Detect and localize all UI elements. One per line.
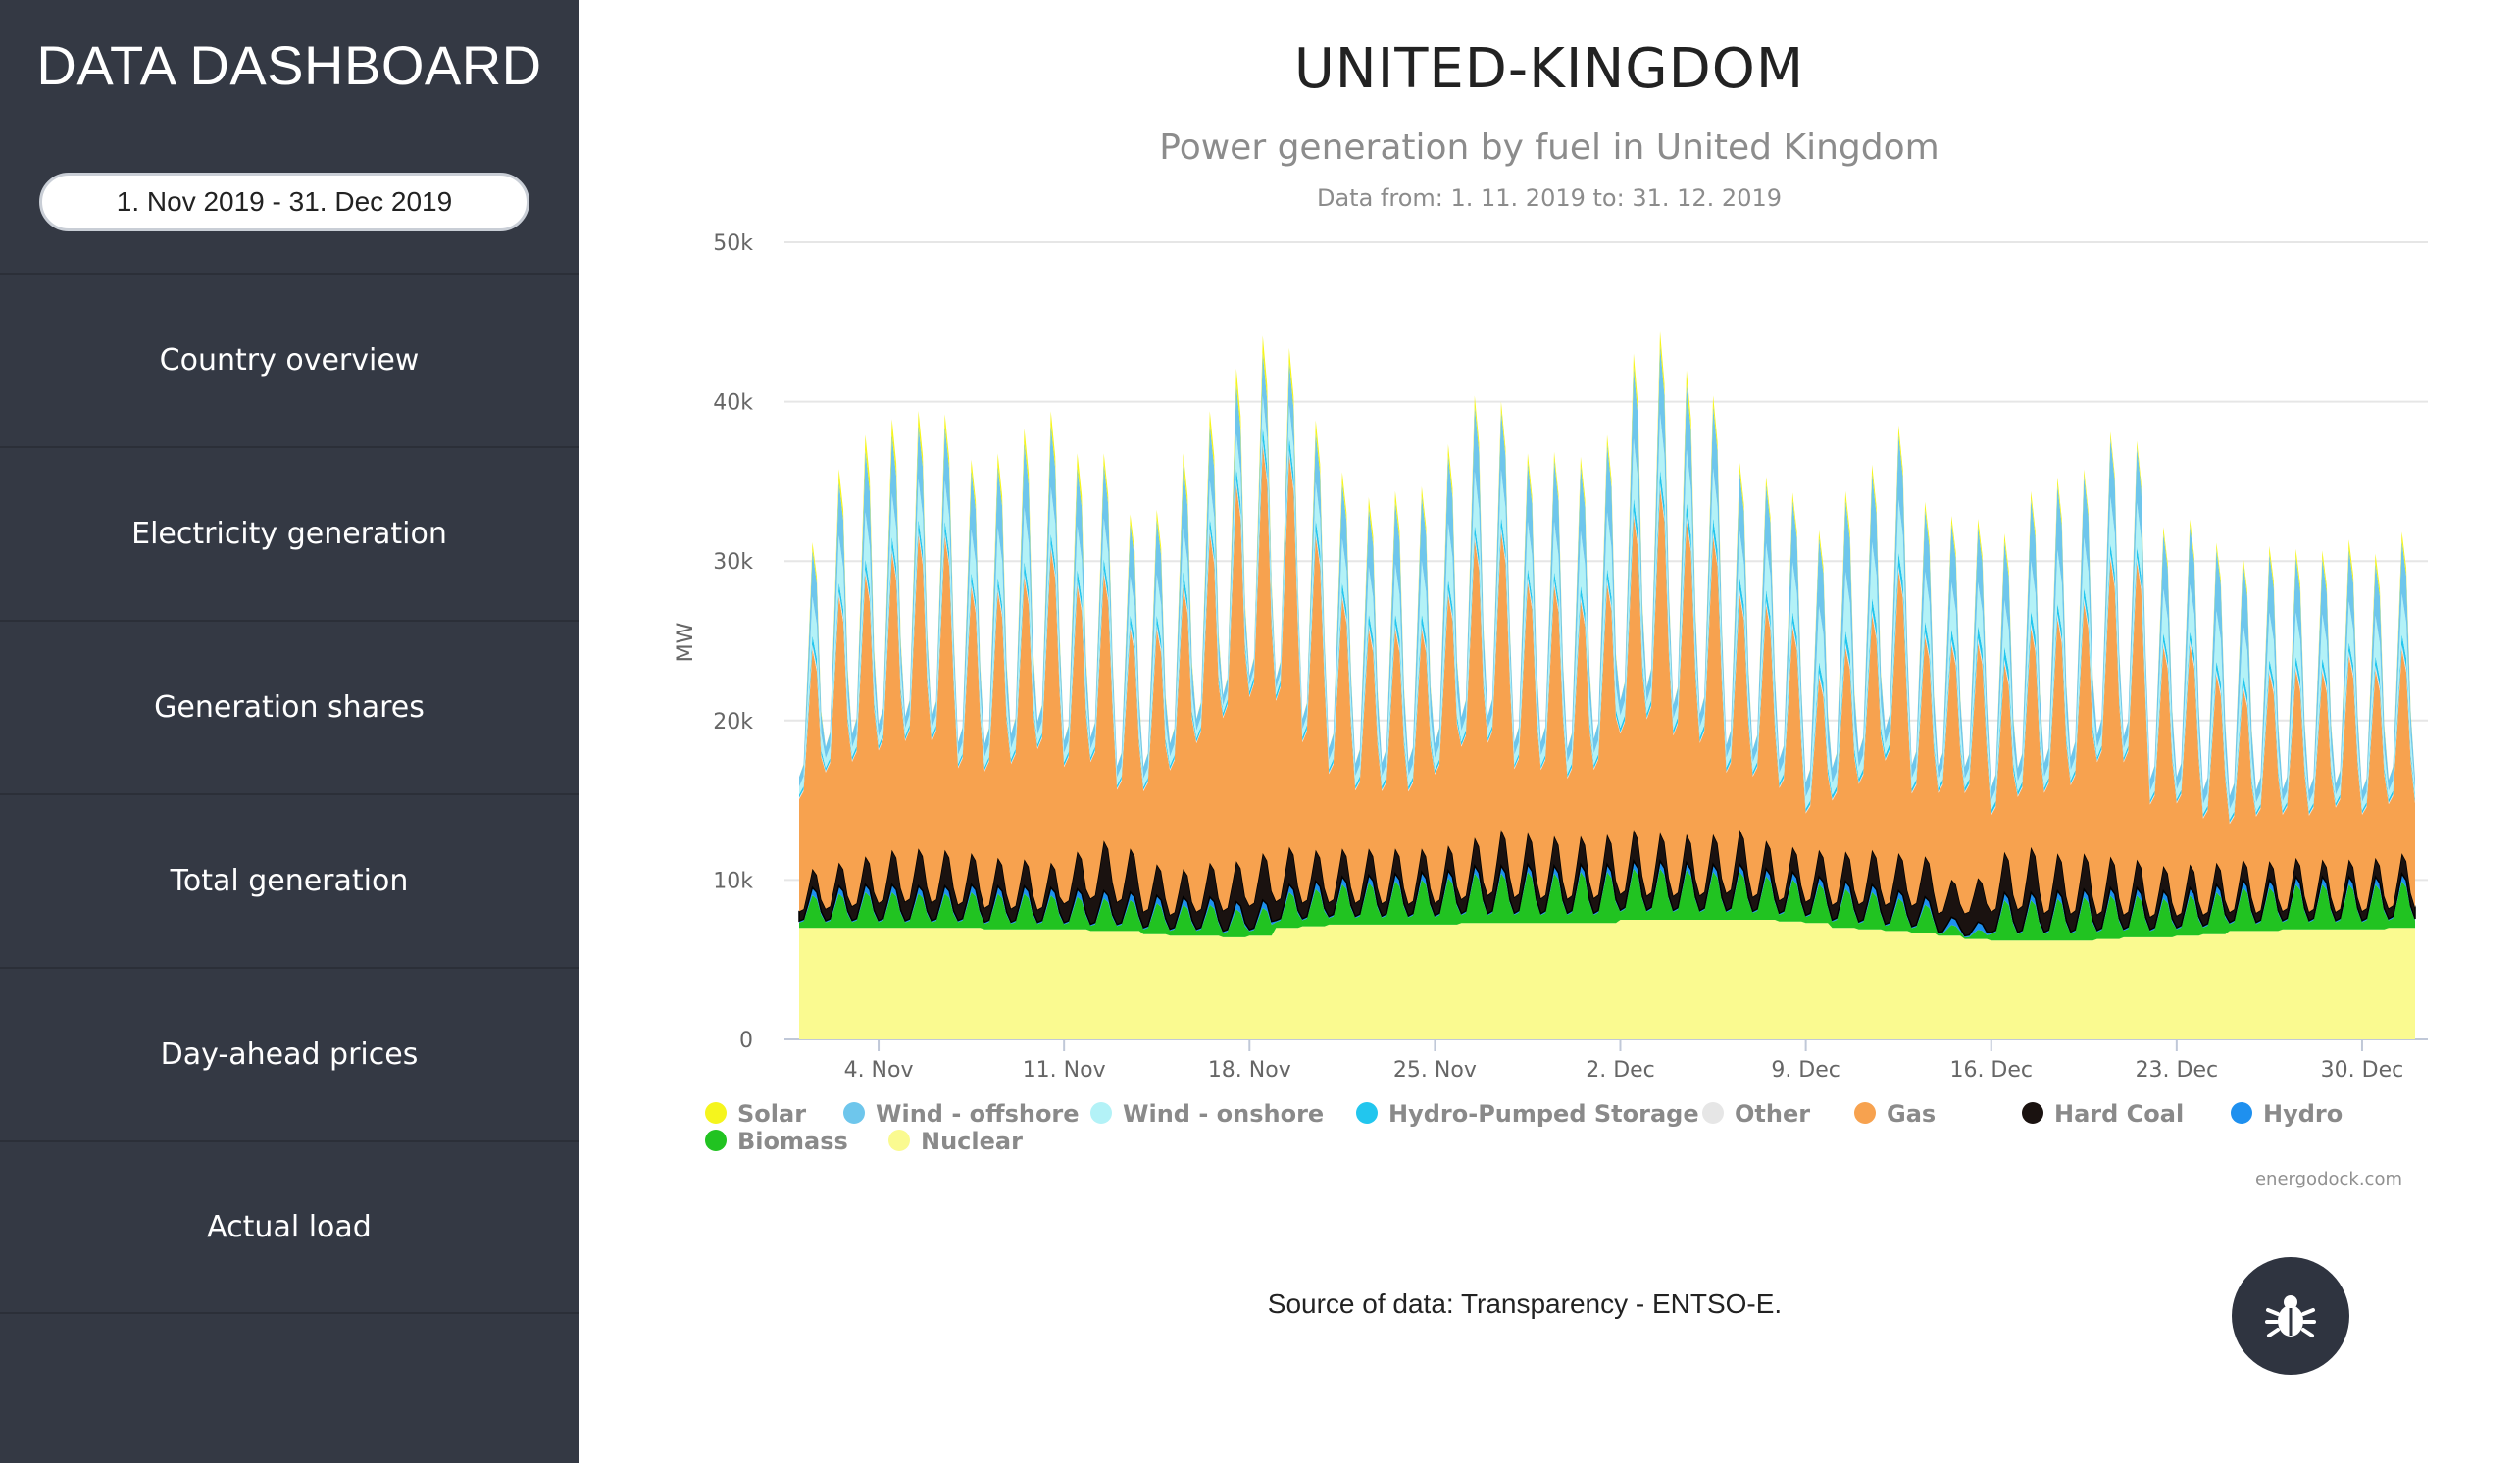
x-tick-label: 4. Nov [844,1058,914,1083]
sidebar-item-actual-load[interactable]: Actual load [0,1140,579,1314]
area-hard-coal[interactable] [798,827,2416,937]
area-nuclear[interactable] [799,920,2415,1039]
legend-item-gas[interactable]: Gas [1854,1100,1936,1128]
page-title: UNITED-KINGDOM [1293,37,1805,101]
legend-item-nuclear[interactable]: Nuclear [888,1128,1023,1155]
legend-marker [2231,1102,2252,1124]
legend-item-solar[interactable]: Solar [705,1100,806,1128]
legend-item-wind-onshore[interactable]: Wind - onshore [1090,1100,1324,1128]
legend-label: Wind - offshore [876,1100,1080,1128]
x-tick-label: 9. Dec [1771,1058,1840,1083]
chart-subtitle: Data from: 1. 11. 2019 to: 31. 12. 2019 [1316,184,1782,212]
x-tick-label: 16. Dec [1949,1058,2033,1083]
y-tick-label: 40k [713,391,753,416]
legend-label: Hard Coal [2054,1100,2184,1128]
legend-item-other[interactable]: Other [1702,1100,1810,1128]
y-tick-label: 0 [739,1029,753,1053]
legend-item-hydro[interactable]: Hydro [2231,1100,2343,1128]
legend-label: Hydro-Pumped Storage [1388,1100,1699,1128]
date-range-picker[interactable]: 1. Nov 2019 - 31. Dec 2019 [39,173,529,231]
legend-marker [2022,1102,2043,1124]
sidebar-nav: Country overview Electricity generation … [0,273,579,1314]
y-tick-label: 30k [713,550,753,575]
chart-axes: 0 10k 20k 30k 40k 50k MW 4. Nov 11. Nov 18. Nov 25… [674,231,2403,1083]
sidebar-item-country-overview[interactable]: Country overview [0,273,579,446]
x-tick-label: 11. Nov [1023,1058,1106,1083]
legend-label: Solar [737,1100,806,1128]
chart-title: Power generation by fuel in United Kingd… [1159,127,1940,168]
legend-marker [843,1102,865,1124]
legend-label: Other [1735,1100,1810,1128]
legend-label: Wind - onshore [1123,1100,1324,1128]
x-tick-label: 18. Nov [1208,1058,1291,1083]
app-brand: DATA DASHBOARD [36,34,542,96]
legend-item-wind-offshore[interactable]: Wind - offshore [843,1100,1080,1128]
legend-marker [888,1130,910,1151]
generation-chart: 0 10k 20k 30k 40k 50k MW 4. Nov 11. Nov 18. Nov 25… [674,231,2428,1155]
sidebar-item-total-generation[interactable]: Total generation [0,793,579,967]
report-bug-button[interactable] [2232,1257,2349,1375]
legend-marker [1702,1102,1724,1124]
legend-marker [705,1102,727,1124]
area-other[interactable] [799,440,2415,825]
area-biomass[interactable] [799,868,2415,941]
sidebar-item-day-ahead-prices[interactable]: Day-ahead prices [0,967,579,1140]
chart-areas [798,330,2416,1039]
legend-item-biomass[interactable]: Biomass [705,1128,848,1155]
x-tick-label: 25. Nov [1393,1058,1477,1083]
area-hydro-pumped-storage[interactable] [799,427,2415,823]
legend-label: Gas [1887,1100,1936,1128]
legend-marker [1356,1102,1378,1124]
area-wind-offshore[interactable] [799,345,2415,810]
x-tick-label: 30. Dec [2321,1058,2404,1083]
legend-label: Biomass [737,1128,848,1155]
x-tick-label: 23. Dec [2136,1058,2219,1083]
area-gas[interactable] [799,445,2415,917]
data-source-note: Source of data: Transparency - ENTSO-E. [1267,1288,1783,1319]
y-tick-label: 10k [713,869,753,893]
legend-item-hydro-pumped-storage[interactable]: Hydro-Pumped Storage [1356,1100,1699,1128]
legend-marker [1090,1102,1112,1124]
sidebar-item-electricity-generation[interactable]: Electricity generation [0,446,579,620]
chart-credit[interactable]: energodock.com [2254,1169,2402,1189]
area-wind-onshore[interactable] [799,395,2415,820]
legend-label: Nuclear [921,1128,1023,1155]
y-tick-label: 50k [713,231,753,256]
legend-marker [705,1130,727,1151]
x-tick-label: 2. Dec [1586,1058,1655,1083]
chart-legend: Solar Wind - offshore Wind - onshore Hydro-… [705,1100,2343,1155]
legend-item-hard-coal[interactable]: Hard Coal [2022,1100,2184,1128]
y-tick-label: 20k [713,710,753,734]
sidebar-item-generation-shares[interactable]: Generation shares [0,620,579,793]
legend-marker [1854,1102,1876,1124]
y-axis-label: MW [674,622,698,662]
bug-icon [2265,1295,2316,1337]
legend-label: Hydro [2263,1100,2343,1128]
sidebar: DATA DASHBOARD 1. Nov 2019 - 31. Dec 201… [0,0,579,1463]
